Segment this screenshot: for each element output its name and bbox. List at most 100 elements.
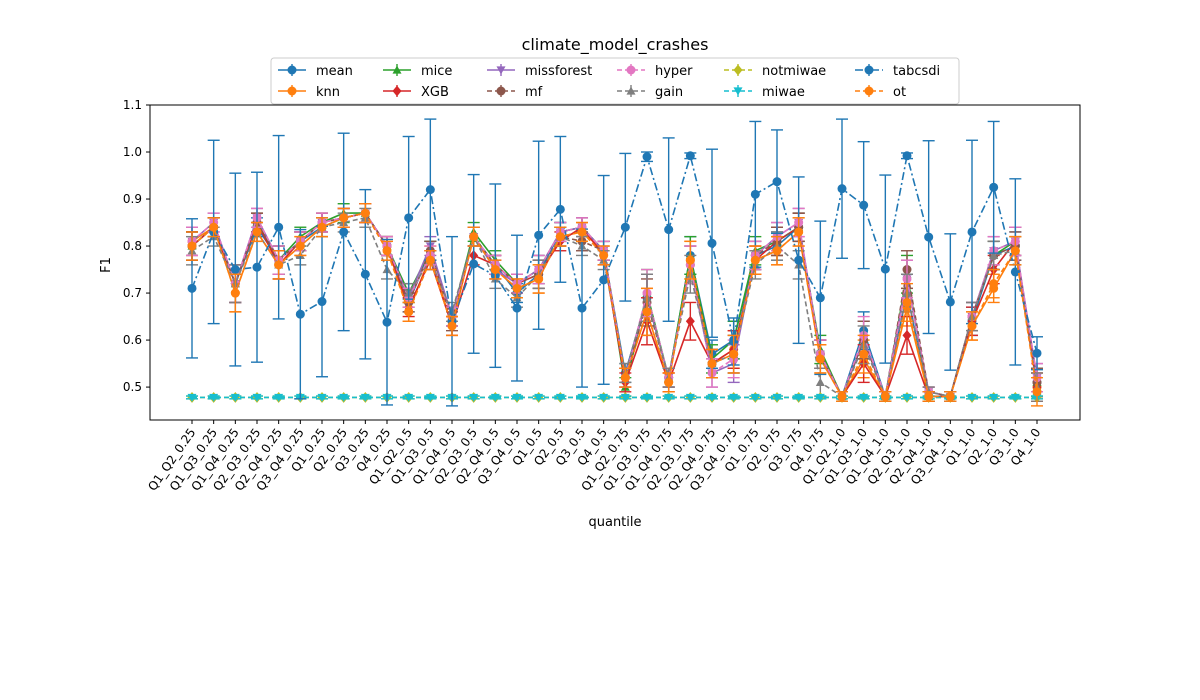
legend-item-XGB: XGB	[383, 85, 449, 100]
data-point	[252, 262, 262, 272]
data-point	[187, 283, 197, 293]
data-point	[317, 393, 327, 402]
data-point	[880, 264, 890, 274]
legend-marker	[287, 86, 297, 96]
data-point	[360, 208, 370, 218]
legend-marker	[864, 86, 874, 96]
data-point	[469, 393, 479, 402]
legend-label: ot	[893, 85, 906, 100]
series-line-hyper	[191, 212, 1038, 400]
data-point	[664, 225, 674, 235]
data-point	[750, 393, 760, 402]
data-point	[902, 393, 912, 402]
data-point	[707, 238, 717, 248]
legend-label: knn	[316, 85, 340, 100]
data-point	[707, 393, 717, 402]
legend-item-notmiwae: notmiwae	[724, 64, 826, 79]
data-point	[924, 232, 934, 242]
series-tabcsdi	[186, 118, 1043, 407]
data-point	[967, 227, 977, 237]
legend-marker	[864, 65, 874, 75]
data-point	[317, 222, 327, 232]
data-point	[837, 184, 847, 194]
data-point	[1032, 348, 1042, 358]
data-point	[772, 246, 782, 256]
data-point	[945, 297, 955, 307]
legend-item-gain: gain	[617, 85, 683, 100]
data-point	[815, 393, 825, 402]
legend-marker	[392, 85, 402, 97]
data-point	[252, 393, 262, 402]
legend-marker	[733, 64, 743, 76]
legend-item-ot: ot	[855, 85, 906, 100]
legend-item-mice: mice	[383, 64, 452, 79]
data-point	[469, 259, 479, 269]
legend-marker	[287, 65, 297, 75]
data-point	[642, 307, 652, 317]
data-point	[599, 250, 609, 260]
y-tick-label: 1.0	[123, 145, 142, 159]
data-point	[425, 185, 435, 195]
data-point	[534, 230, 544, 240]
legend-item-miwae: miwae	[724, 85, 805, 100]
legend-label: miwae	[762, 85, 805, 100]
legend-label: mice	[421, 64, 452, 79]
data-point	[295, 309, 305, 319]
data-point	[1010, 393, 1020, 402]
data-point	[815, 354, 825, 364]
data-point	[512, 283, 522, 293]
legend-label: notmiwae	[762, 64, 826, 79]
legend-marker	[626, 65, 636, 75]
legend-item-mean: mean	[278, 64, 353, 79]
legend-label: tabcsdi	[893, 64, 940, 79]
data-point	[620, 373, 630, 383]
data-point	[209, 393, 219, 402]
data-point	[664, 377, 674, 387]
legend-label: hyper	[655, 64, 693, 79]
data-point	[815, 293, 825, 303]
data-point	[404, 213, 414, 223]
data-point	[425, 255, 435, 265]
data-point	[1010, 246, 1020, 256]
data-point	[967, 321, 977, 331]
data-point	[555, 232, 565, 242]
data-point	[187, 393, 197, 402]
data-point	[382, 246, 392, 256]
data-point	[859, 349, 869, 359]
data-point	[534, 274, 544, 284]
data-point	[339, 213, 349, 223]
data-point	[555, 204, 565, 214]
data-point	[360, 269, 370, 279]
y-tick-label: 0.5	[123, 380, 142, 394]
y-tick-label: 0.8	[123, 239, 142, 253]
legend-item-mf: mf	[487, 85, 543, 100]
y-tick-label: 0.7	[123, 286, 142, 300]
data-point	[447, 321, 457, 331]
data-point	[230, 288, 240, 298]
legend-marker	[626, 86, 636, 95]
data-point	[274, 260, 284, 270]
series-line-gain	[191, 216, 1038, 400]
data-point	[815, 377, 825, 386]
series-gain	[186, 207, 1043, 402]
data-point	[989, 250, 999, 260]
data-point	[404, 393, 414, 402]
y-tick-label: 1.1	[123, 98, 142, 112]
data-point	[685, 255, 695, 265]
legend-box	[270, 57, 960, 105]
data-point	[642, 393, 652, 402]
data-point	[902, 329, 912, 341]
axes: 0.50.60.70.80.91.01.1Q1_Q2_0.25Q1_Q3_0.2…	[123, 98, 1081, 493]
data-point	[512, 303, 522, 313]
data-point	[685, 151, 695, 161]
series-ot	[186, 203, 1043, 407]
data-point	[794, 227, 804, 237]
x-axis-label: quantile	[588, 515, 641, 530]
plot-area	[186, 118, 1043, 407]
data-point	[989, 393, 999, 402]
legend-item-hyper: hyper	[617, 64, 693, 79]
chart-title: climate_model_crashes	[522, 35, 709, 55]
data-point	[534, 393, 544, 402]
data-point	[945, 391, 955, 401]
